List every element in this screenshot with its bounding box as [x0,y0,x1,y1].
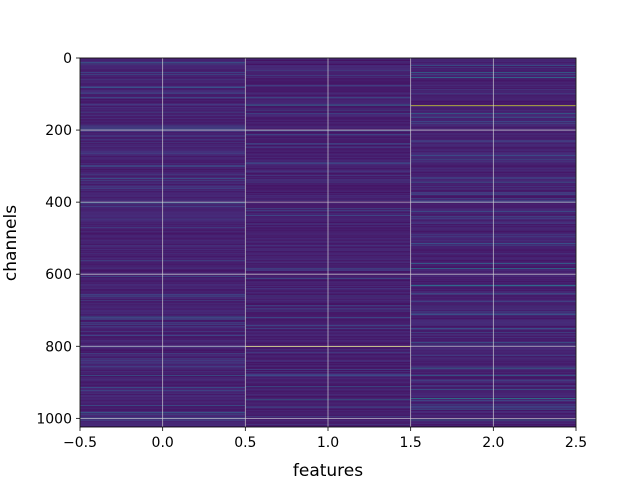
y-tick-label: 600 [45,267,72,283]
y-tick-label: 1000 [36,411,72,427]
x-axis-label: features [293,461,363,480]
x-tick-label: 1.5 [400,435,422,451]
y-axis-label: channels [1,205,21,281]
x-tick-label: 0.5 [234,435,256,451]
x-tick-label: 1.0 [317,435,339,451]
x-tick-label: 0.0 [152,435,174,451]
y-tick-label: 400 [45,195,72,211]
y-tick-label: 800 [45,339,72,355]
y-tick-label: 0 [63,51,72,67]
y-tick-label: 200 [45,123,72,139]
plot-area [79,57,577,428]
y-axis: 0 200 400 600 800 1000 [36,51,80,427]
x-tick-label: 2.5 [565,435,587,451]
x-axis: −0.5 0.0 0.5 1.0 1.5 2.0 2.5 [63,427,587,451]
x-tick-label: 2.0 [482,435,504,451]
x-tick-label: −0.5 [63,435,97,451]
